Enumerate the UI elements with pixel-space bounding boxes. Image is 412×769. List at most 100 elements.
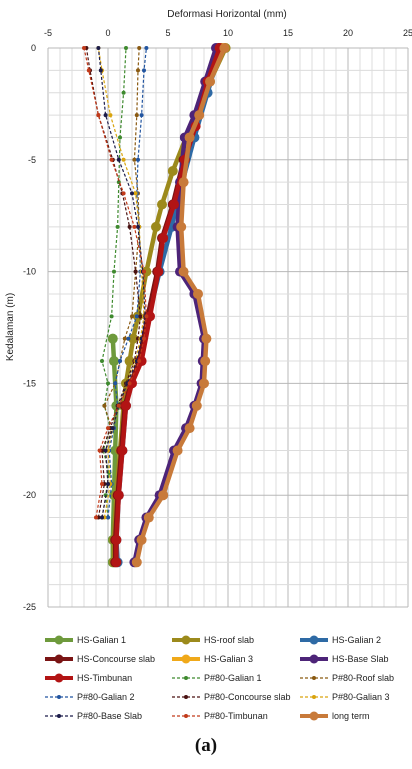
data-point xyxy=(130,191,134,196)
series-line xyxy=(97,47,146,518)
data-point xyxy=(137,46,142,50)
data-point xyxy=(141,266,152,277)
data-point xyxy=(133,269,138,274)
series-line xyxy=(101,47,140,518)
data-point xyxy=(136,68,140,73)
data-point xyxy=(133,191,138,196)
series-line xyxy=(111,47,228,563)
data-point xyxy=(136,356,147,367)
data-point xyxy=(113,381,118,386)
data-point xyxy=(134,314,139,319)
legend-label: HS-Base Slab xyxy=(332,654,389,664)
legend-label: HS-Timbunan xyxy=(77,673,132,683)
x-tick-label: 15 xyxy=(283,28,293,38)
legend-swatch-marker xyxy=(309,635,319,645)
x-tick-label: 5 xyxy=(165,28,170,38)
legend-label: HS-Concourse slab xyxy=(77,654,155,664)
data-point xyxy=(176,221,187,232)
data-point xyxy=(153,266,164,277)
legend-label: P#80-Galian 3 xyxy=(332,692,390,702)
legend-label: HS-Galian 3 xyxy=(204,654,253,664)
data-point xyxy=(130,314,134,319)
data-point xyxy=(142,336,146,341)
data-point xyxy=(142,68,146,73)
data-point xyxy=(98,68,103,73)
data-point xyxy=(103,113,108,118)
legend-swatch-marker xyxy=(57,695,61,699)
legend-swatch-marker xyxy=(181,635,191,645)
series-1 xyxy=(109,43,231,568)
data-point xyxy=(122,336,127,341)
data-point xyxy=(184,423,195,434)
data-point xyxy=(172,445,183,456)
data-point xyxy=(143,512,154,523)
legend-item: HS-Galian 2 xyxy=(300,635,381,645)
data-point xyxy=(201,333,212,344)
data-point xyxy=(158,233,169,244)
legend-item: P#80-Base Slab xyxy=(45,711,142,721)
data-point xyxy=(124,356,135,367)
legend-item: long term xyxy=(300,711,370,721)
data-point xyxy=(132,224,137,229)
legend-label: long term xyxy=(332,711,370,721)
legend-label: P#80-Concourse slab xyxy=(204,692,291,702)
legend: HS-Galian 1 HS-roof slab HS-Galian 2 HS-Con… xyxy=(45,635,394,721)
y-tick-label: -10 xyxy=(23,267,36,277)
legend-item: P#80-Galian 1 xyxy=(172,673,262,683)
series-line xyxy=(97,47,145,518)
data-point xyxy=(199,378,209,389)
data-point xyxy=(94,515,98,520)
legend-item: P#80-Timbunan xyxy=(172,711,268,721)
data-point xyxy=(139,113,144,118)
legend-item: P#80-Concourse slab xyxy=(172,692,291,702)
y-tick-label: 0 xyxy=(31,43,36,53)
legend-item: HS-Base Slab xyxy=(300,654,389,664)
y-tick-label: -25 xyxy=(23,602,36,612)
data-point xyxy=(82,46,86,50)
data-point xyxy=(102,403,107,408)
data-point xyxy=(111,557,122,568)
data-point xyxy=(100,359,104,364)
data-point xyxy=(118,135,122,140)
data-point xyxy=(145,311,155,322)
data-point xyxy=(136,534,147,545)
data-point xyxy=(106,482,110,487)
data-point xyxy=(127,381,132,386)
data-point xyxy=(86,68,91,73)
data-point xyxy=(144,314,149,319)
legend-swatch-marker xyxy=(312,695,316,699)
legend-item: HS-roof slab xyxy=(172,635,254,645)
data-point xyxy=(178,177,189,188)
data-point xyxy=(219,43,230,53)
data-point xyxy=(127,378,137,389)
data-point xyxy=(116,157,121,162)
data-point xyxy=(121,90,126,95)
data-point xyxy=(121,400,131,411)
data-point xyxy=(113,490,124,501)
tick-labels: -5 0 5 10 15 20 25 0 -5 -10 -15 -20 -25 xyxy=(23,28,412,612)
data-point xyxy=(96,46,101,50)
legend-swatch-marker xyxy=(54,635,64,645)
legend-item: HS-Galian 1 xyxy=(45,635,126,645)
data-point xyxy=(115,224,120,229)
data-point xyxy=(96,113,101,118)
legend-swatch-marker xyxy=(184,714,188,718)
data-point xyxy=(106,515,110,520)
data-point xyxy=(100,482,104,487)
series-line xyxy=(83,47,147,518)
data-point xyxy=(184,132,195,143)
legend-swatch-marker xyxy=(184,676,188,680)
legend-swatch-marker xyxy=(312,676,316,680)
series-2 xyxy=(111,43,226,568)
legend-label: P#80-Galian 1 xyxy=(204,673,262,683)
legend-label: P#80-Galian 2 xyxy=(77,692,135,702)
x-tick-label: -5 xyxy=(44,28,52,38)
data-point xyxy=(109,157,114,162)
data-point xyxy=(108,113,113,118)
data-point xyxy=(142,269,146,274)
x-tick-label: 20 xyxy=(343,28,353,38)
data-point xyxy=(106,381,110,386)
data-point xyxy=(110,426,115,431)
y-tick-label: -15 xyxy=(23,378,36,388)
